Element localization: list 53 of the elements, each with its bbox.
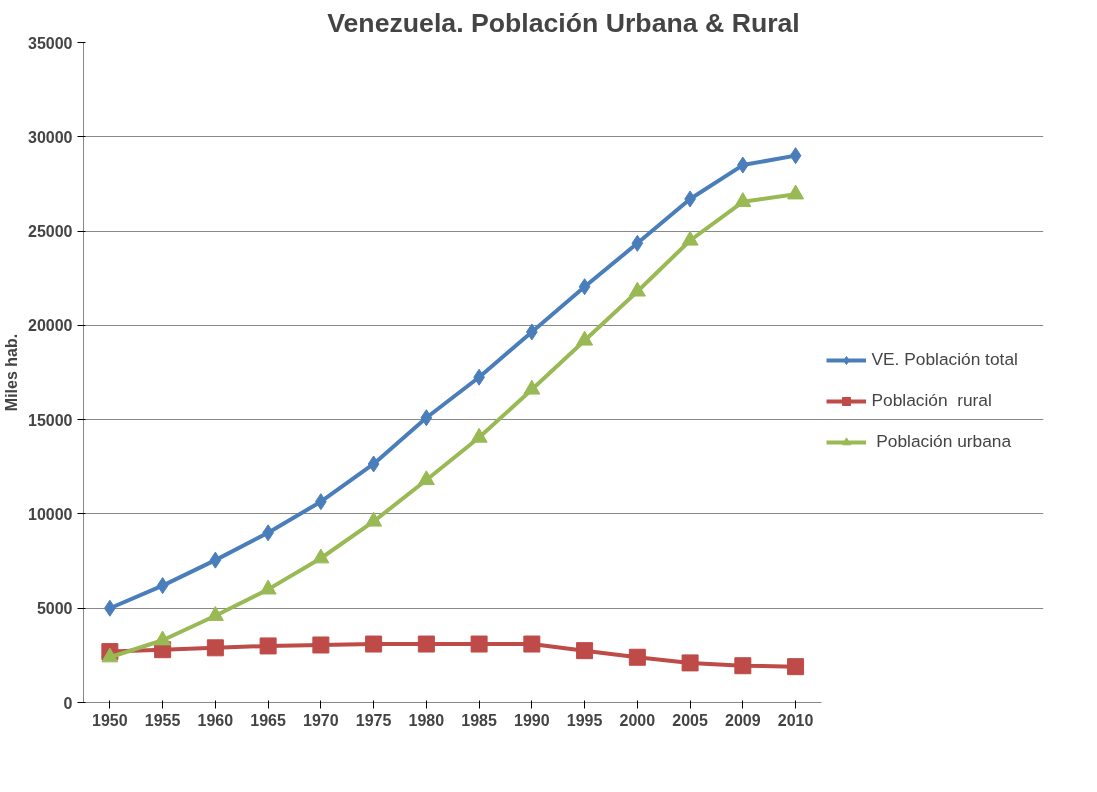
y-axis-title: Miles hab. xyxy=(3,333,21,412)
point xyxy=(156,577,169,595)
legend-label: Población urbana xyxy=(875,431,1012,452)
point xyxy=(523,379,541,395)
point xyxy=(470,635,488,653)
point xyxy=(681,230,699,246)
point xyxy=(576,642,594,660)
y-tick-label: 5000 xyxy=(36,600,73,618)
x-tick-label: 1975 xyxy=(355,711,392,729)
x-tick-label: 2000 xyxy=(619,711,656,729)
point xyxy=(523,635,541,653)
x-tick-label: 1950 xyxy=(92,711,128,729)
x-tick-label: 1955 xyxy=(144,711,181,729)
point xyxy=(259,637,277,655)
x-tick-label: 1995 xyxy=(566,711,603,729)
x-tick-label: 1970 xyxy=(303,711,339,729)
point xyxy=(417,470,435,486)
point xyxy=(417,635,435,653)
point xyxy=(578,278,591,296)
point xyxy=(367,455,380,473)
x-tick-label: 1965 xyxy=(250,711,287,729)
point xyxy=(576,330,594,346)
y-tick-label: 35000 xyxy=(28,34,73,52)
x-tick-label: 1985 xyxy=(461,711,497,729)
point xyxy=(312,636,330,654)
legend-label: VE. Población total xyxy=(871,349,1018,370)
x-tick-label: 2009 xyxy=(725,711,761,729)
point xyxy=(628,648,646,666)
x-tick-label: 1980 xyxy=(408,711,445,729)
point xyxy=(631,234,644,252)
chart-title: Venezuela. Población Urbana & Rural xyxy=(327,7,800,38)
point xyxy=(209,551,222,569)
point xyxy=(734,192,752,207)
y-tick-label: 25000 xyxy=(28,223,73,241)
x-tick-label: 1990 xyxy=(514,711,550,729)
point xyxy=(365,635,383,653)
point xyxy=(789,147,802,165)
y-tick-label: 0 xyxy=(63,694,73,712)
y-tick-label: 30000 xyxy=(28,128,73,146)
x-tick-label: 2005 xyxy=(672,711,708,729)
point xyxy=(420,409,433,427)
point xyxy=(787,658,805,676)
point xyxy=(734,657,752,675)
legend-label: Población rural xyxy=(871,390,992,411)
y-tick-label: 15000 xyxy=(28,411,73,429)
point xyxy=(628,281,646,297)
point xyxy=(681,654,699,672)
point xyxy=(787,184,805,200)
y-tick-label: 10000 xyxy=(28,505,73,523)
point xyxy=(206,639,224,657)
x-tick-label: 2010 xyxy=(777,711,814,729)
x-tick-label: 1960 xyxy=(197,711,234,729)
y-tick-label: 20000 xyxy=(28,317,73,335)
